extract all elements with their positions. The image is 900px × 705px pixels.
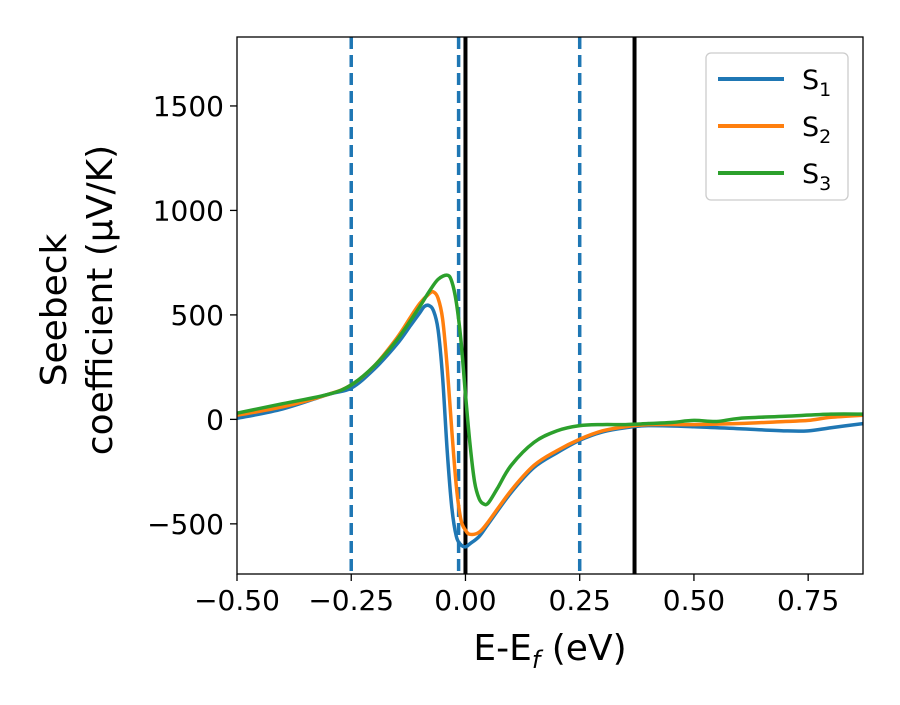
x-tick-label: 0.50 <box>663 584 725 617</box>
x-axis-label-main: E-E <box>473 628 531 669</box>
x-tick-label: −0.25 <box>308 584 394 617</box>
x-tick-label: 0.00 <box>434 584 496 617</box>
legend-label-sub: 1 <box>819 79 831 101</box>
legend-label-main: S <box>802 159 819 190</box>
legend-label-main: S <box>802 65 819 96</box>
legend-label-s3: S3 <box>802 159 831 195</box>
x-tick-label: 0.75 <box>777 584 839 617</box>
series-line-s3 <box>237 273 863 507</box>
series-line-s2 <box>237 289 863 537</box>
y-axis-label-line2: coefficient (μV/K) <box>80 145 121 455</box>
x-tick-label: −0.50 <box>194 584 280 617</box>
x-axis-label-unit: (eV) <box>540 628 626 669</box>
y-tick-label: 500 <box>171 299 224 332</box>
y-tick-label: −500 <box>147 508 224 541</box>
x-tick-label: 0.25 <box>549 584 611 617</box>
x-axis-label: E-Ef (eV) <box>473 628 626 674</box>
series-line-s1 <box>237 303 863 549</box>
legend-label-sub: 3 <box>819 173 831 195</box>
legend-label-s2: S2 <box>802 112 831 148</box>
legend-label-sub: 2 <box>819 126 831 148</box>
y-tick-label: 1000 <box>153 194 224 227</box>
y-tick-label: 1500 <box>153 90 224 123</box>
y-tick-label: 0 <box>206 403 224 436</box>
legend-label-main: S <box>802 112 819 143</box>
y-axis-label-line1: Seebeck <box>34 233 75 386</box>
legend-label-s1: S1 <box>802 65 831 101</box>
plot-frame <box>236 36 864 575</box>
